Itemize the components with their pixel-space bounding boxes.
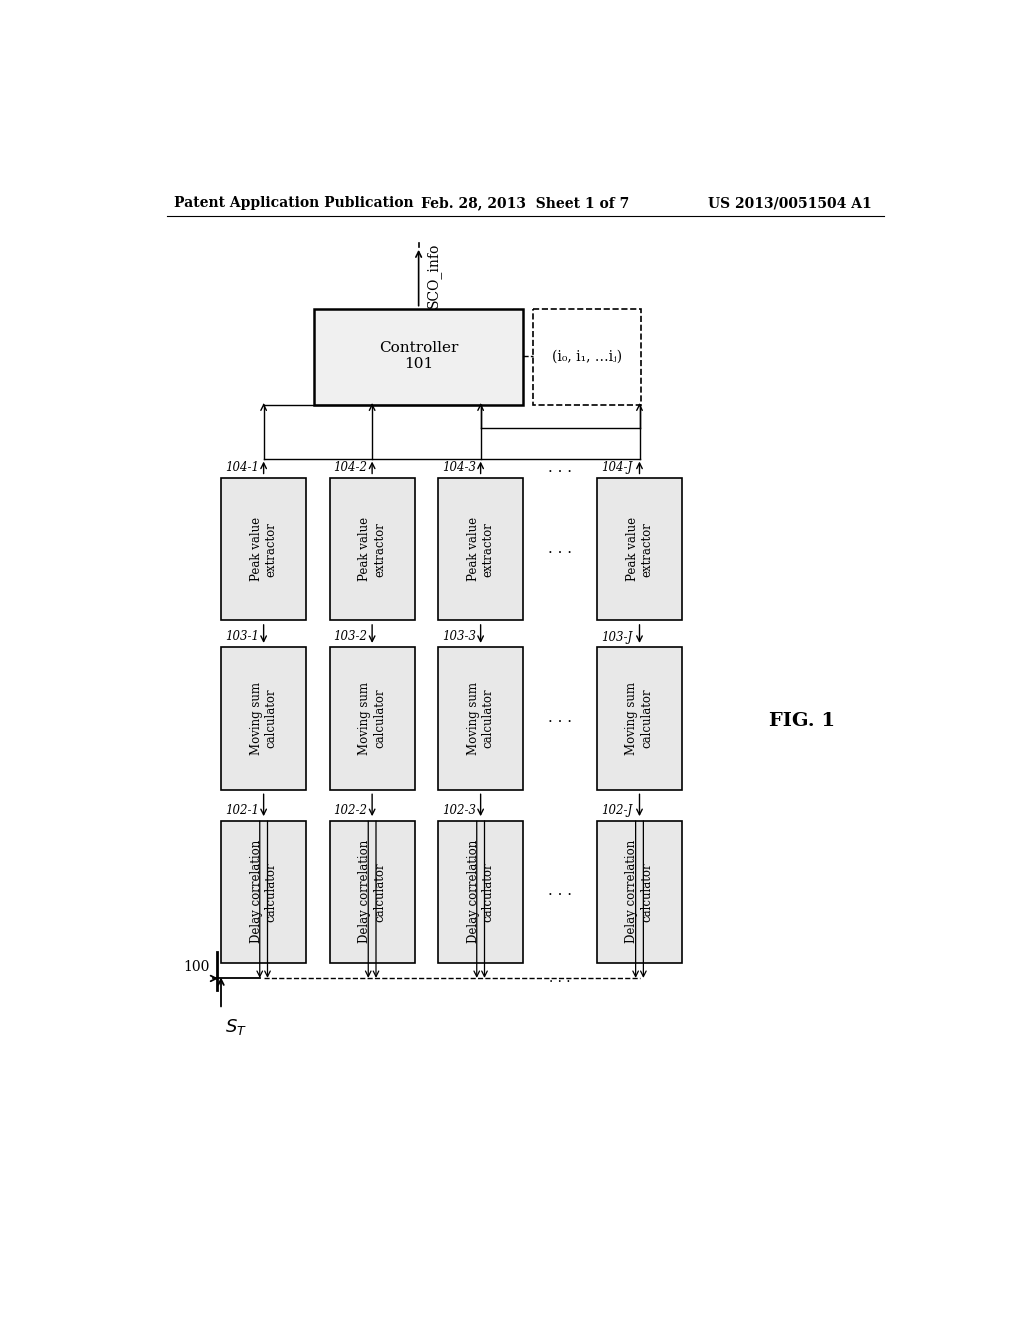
Text: Delay correlation
calculator: Delay correlation calculator xyxy=(358,841,386,944)
Text: 103-1: 103-1 xyxy=(225,631,259,644)
Bar xyxy=(314,309,523,405)
Text: 104-1: 104-1 xyxy=(225,461,259,474)
Text: FIG. 1: FIG. 1 xyxy=(769,711,836,730)
Bar xyxy=(221,647,306,789)
Text: Moving sum
calculator: Moving sum calculator xyxy=(358,682,386,755)
Text: 102-J: 102-J xyxy=(601,804,632,817)
Bar xyxy=(597,821,682,964)
Bar xyxy=(438,647,523,789)
Text: 103-J: 103-J xyxy=(601,631,632,644)
Text: $S_T$: $S_T$ xyxy=(225,1016,247,1038)
Text: (i₀, i₁, …iⱼ): (i₀, i₁, …iⱼ) xyxy=(552,350,622,363)
Bar xyxy=(330,478,415,620)
Text: SCO_info: SCO_info xyxy=(426,243,441,308)
Text: Delay correlation
calculator: Delay correlation calculator xyxy=(626,841,653,944)
Text: Peak value
extractor: Peak value extractor xyxy=(358,517,386,581)
Text: 104-2: 104-2 xyxy=(334,461,368,474)
Text: Peak value
extractor: Peak value extractor xyxy=(626,517,653,581)
Bar xyxy=(597,478,682,620)
Text: Delay correlation
calculator: Delay correlation calculator xyxy=(250,841,278,944)
Text: Feb. 28, 2013  Sheet 1 of 7: Feb. 28, 2013 Sheet 1 of 7 xyxy=(421,197,629,210)
Text: US 2013/0051504 A1: US 2013/0051504 A1 xyxy=(709,197,872,210)
Text: Moving sum
calculator: Moving sum calculator xyxy=(250,682,278,755)
Text: Controller
101: Controller 101 xyxy=(379,341,459,371)
Text: Moving sum
calculator: Moving sum calculator xyxy=(626,682,653,755)
Text: Moving sum
calculator: Moving sum calculator xyxy=(467,682,495,755)
Text: . . .: . . . xyxy=(548,711,572,725)
Text: Peak value
extractor: Peak value extractor xyxy=(467,517,495,581)
Bar xyxy=(438,478,523,620)
Bar xyxy=(532,309,641,405)
Bar xyxy=(330,647,415,789)
Text: Patent Application Publication: Patent Application Publication xyxy=(174,197,414,210)
Text: . . .: . . . xyxy=(548,541,572,556)
Text: 100: 100 xyxy=(183,960,209,974)
Text: 104-J: 104-J xyxy=(601,461,632,474)
Text: Delay correlation
calculator: Delay correlation calculator xyxy=(467,841,495,944)
Text: 102-2: 102-2 xyxy=(334,804,368,817)
Text: . . .: . . . xyxy=(548,884,572,899)
Text: 103-3: 103-3 xyxy=(442,631,476,644)
Text: . . .: . . . xyxy=(549,972,570,986)
Bar xyxy=(330,821,415,964)
Text: 102-3: 102-3 xyxy=(442,804,476,817)
Text: 104-3: 104-3 xyxy=(442,461,476,474)
Bar xyxy=(221,821,306,964)
Bar xyxy=(221,478,306,620)
Text: 102-1: 102-1 xyxy=(225,804,259,817)
Text: Peak value
extractor: Peak value extractor xyxy=(250,517,278,581)
Text: . . .: . . . xyxy=(548,461,572,475)
Text: 103-2: 103-2 xyxy=(334,631,368,644)
Bar xyxy=(438,821,523,964)
Bar xyxy=(597,647,682,789)
